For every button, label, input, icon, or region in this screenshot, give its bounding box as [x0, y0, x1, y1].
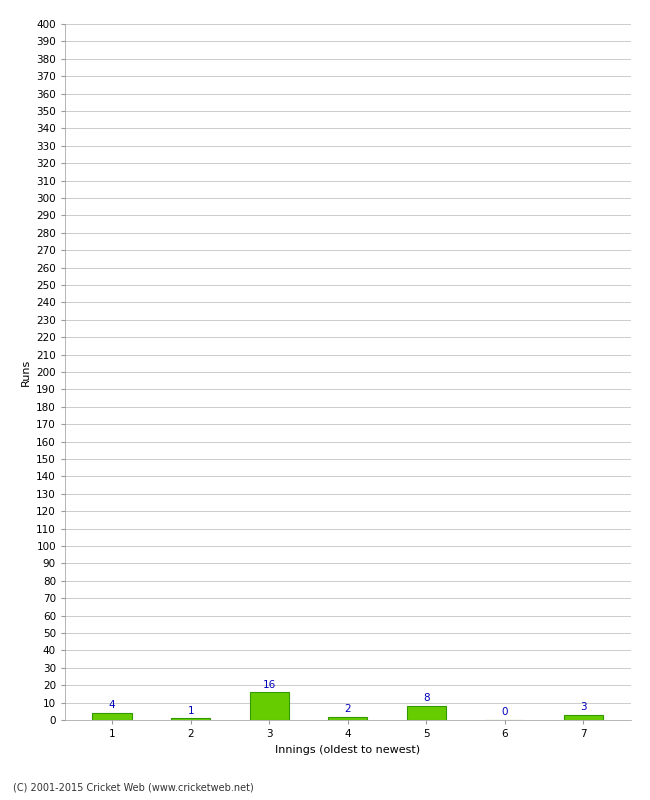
Y-axis label: Runs: Runs	[21, 358, 31, 386]
Text: 1: 1	[187, 706, 194, 716]
Text: 3: 3	[580, 702, 587, 712]
Bar	[171, 718, 211, 720]
X-axis label: Innings (oldest to newest): Innings (oldest to newest)	[275, 745, 421, 754]
Bar	[328, 717, 367, 720]
Bar	[407, 706, 446, 720]
Text: 16: 16	[263, 679, 276, 690]
Text: 0: 0	[502, 707, 508, 718]
Bar	[250, 692, 289, 720]
Text: 4: 4	[109, 701, 116, 710]
Text: 2: 2	[344, 704, 351, 714]
Text: 8: 8	[423, 694, 430, 703]
Bar	[564, 714, 603, 720]
Bar	[92, 713, 132, 720]
Text: (C) 2001-2015 Cricket Web (www.cricketweb.net): (C) 2001-2015 Cricket Web (www.cricketwe…	[13, 782, 254, 792]
